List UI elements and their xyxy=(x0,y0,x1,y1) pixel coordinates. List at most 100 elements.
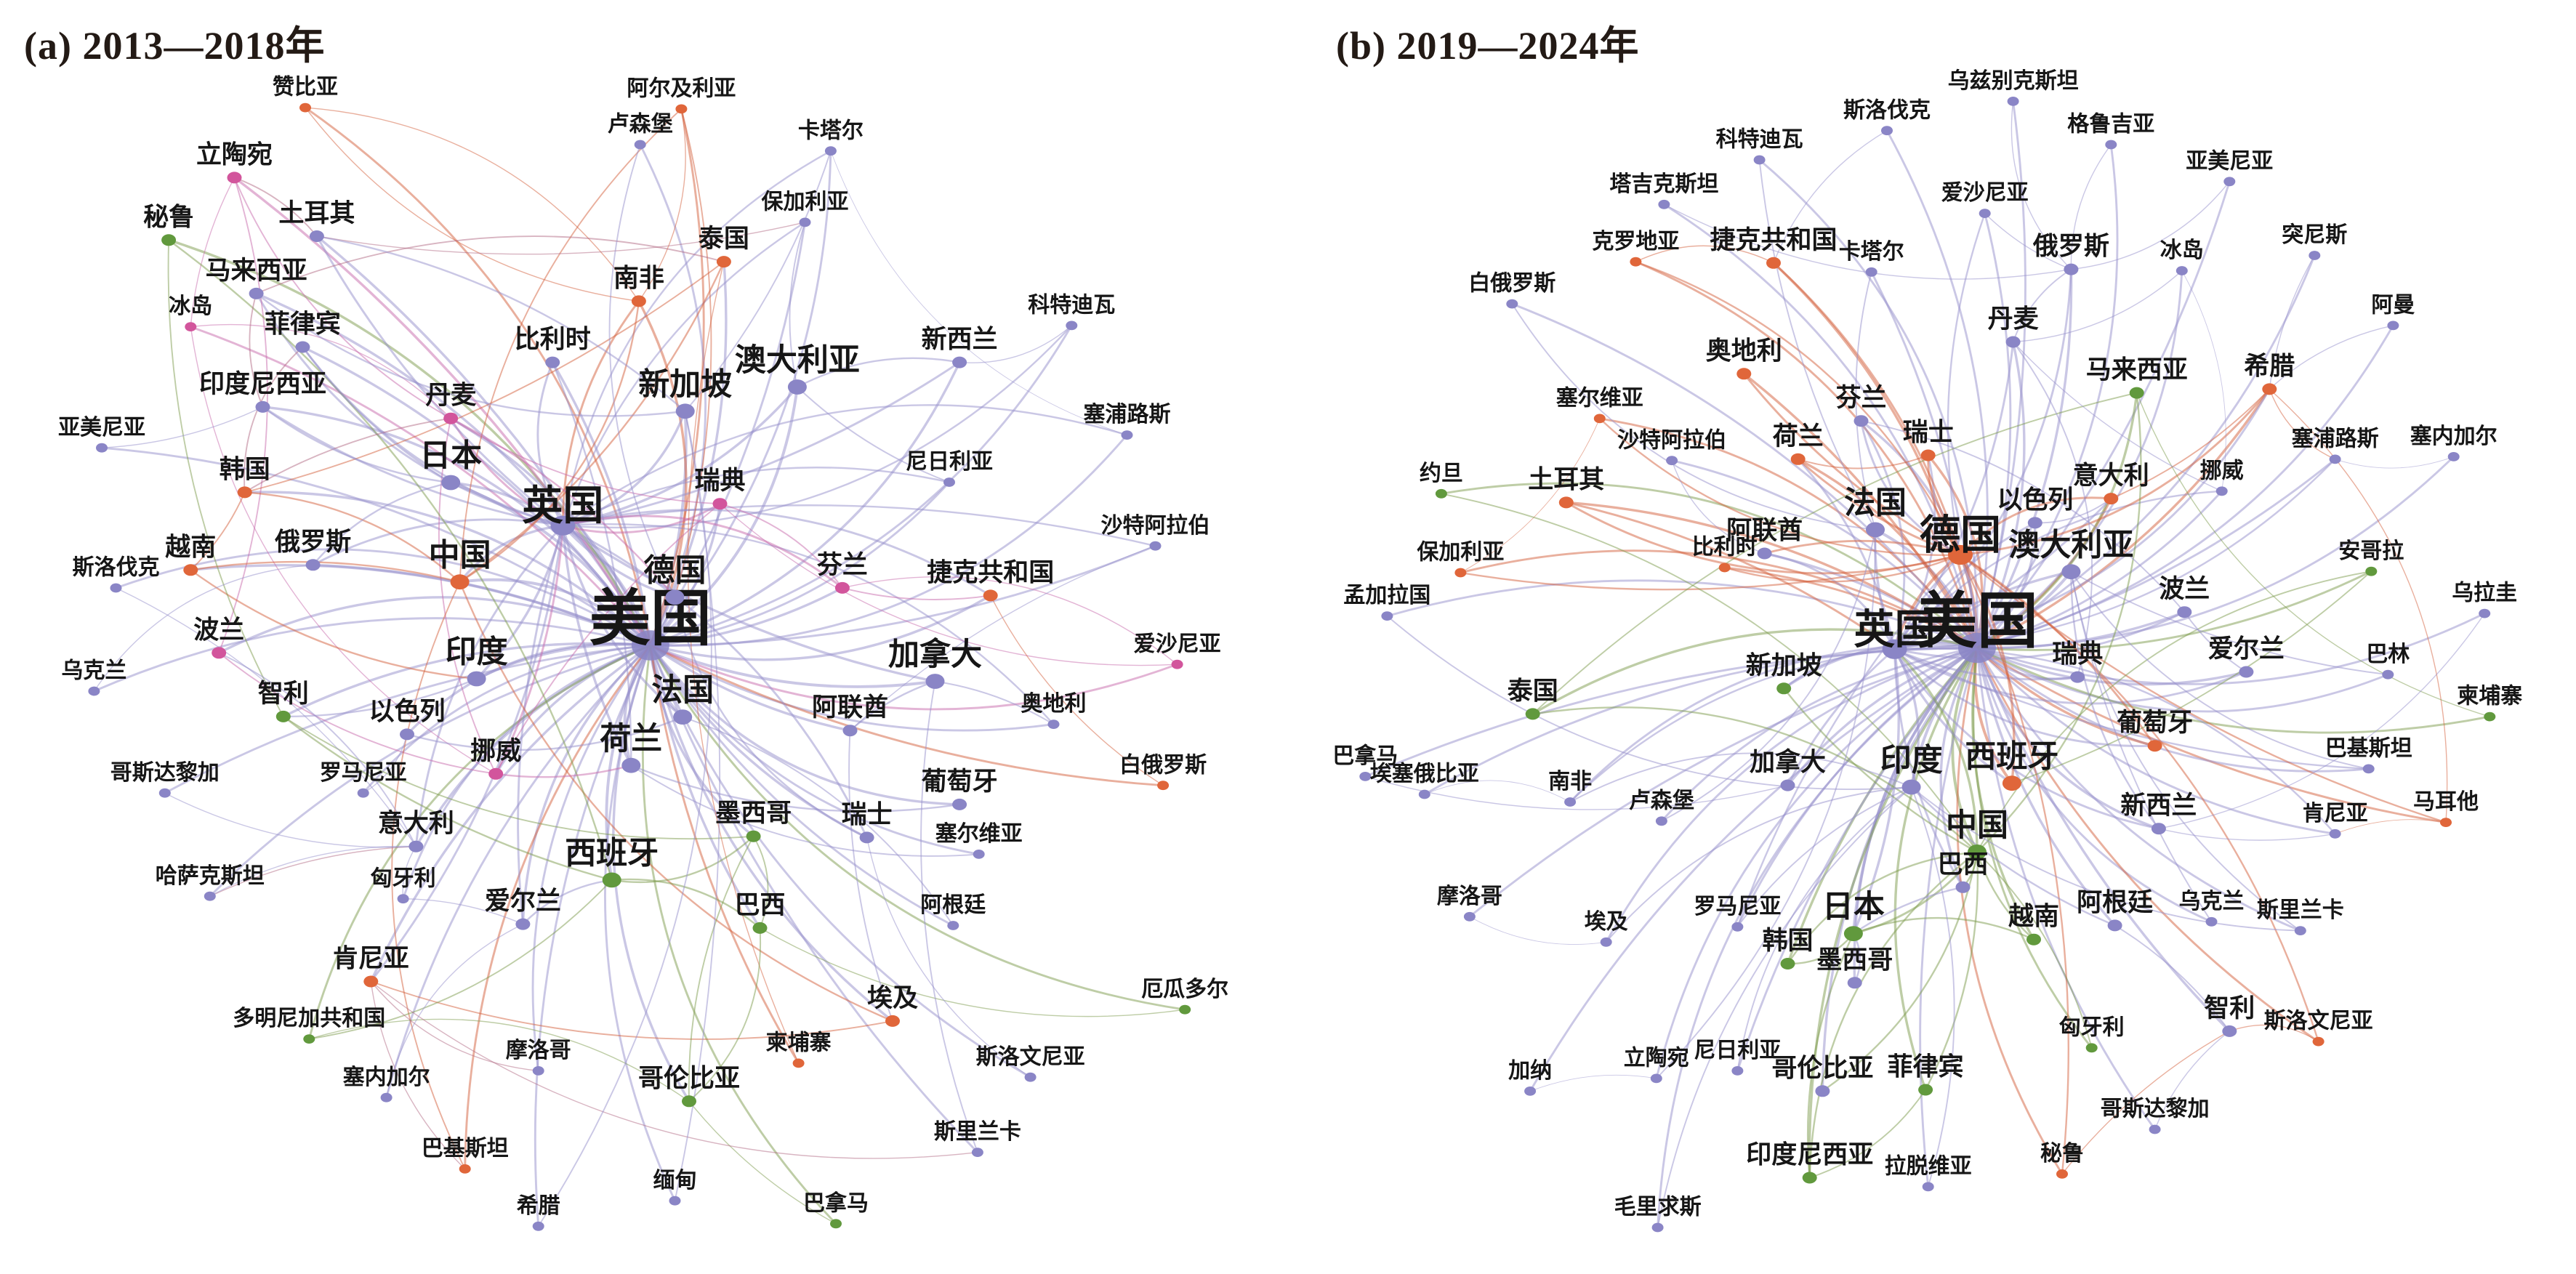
node[interactable] xyxy=(1157,781,1170,791)
node[interactable] xyxy=(1968,844,1987,860)
node[interactable] xyxy=(275,710,291,722)
node[interactable] xyxy=(1454,568,1467,578)
node[interactable] xyxy=(1593,414,1606,424)
node[interactable] xyxy=(309,230,324,242)
node[interactable] xyxy=(2329,828,2341,839)
node[interactable] xyxy=(2007,97,2019,106)
node[interactable] xyxy=(2382,669,2394,680)
node[interactable] xyxy=(2085,1043,2098,1053)
node[interactable] xyxy=(363,975,379,988)
node[interactable] xyxy=(842,725,858,737)
node[interactable] xyxy=(2061,564,2081,580)
node[interactable] xyxy=(357,788,369,798)
node[interactable] xyxy=(1047,719,1060,729)
node[interactable] xyxy=(255,400,270,413)
node[interactable] xyxy=(947,921,959,930)
node[interactable] xyxy=(682,1095,696,1108)
node[interactable] xyxy=(1882,639,1907,659)
node[interactable] xyxy=(1866,522,1885,538)
node[interactable] xyxy=(631,630,669,661)
node[interactable] xyxy=(1121,430,1133,440)
node[interactable] xyxy=(2223,177,2236,187)
node[interactable] xyxy=(397,894,409,904)
node[interactable] xyxy=(2005,336,2021,348)
node[interactable] xyxy=(400,728,414,741)
node[interactable] xyxy=(1958,632,1996,664)
node[interactable] xyxy=(161,234,177,246)
node[interactable] xyxy=(2362,764,2375,774)
node[interactable] xyxy=(1901,779,1921,795)
node[interactable] xyxy=(1802,1172,1817,1184)
node[interactable] xyxy=(925,674,945,689)
node[interactable] xyxy=(952,356,967,368)
node[interactable] xyxy=(1435,488,1447,499)
node[interactable] xyxy=(673,709,693,725)
node[interactable] xyxy=(1847,977,1862,989)
node[interactable] xyxy=(2365,566,2378,576)
node[interactable] xyxy=(450,574,470,590)
node[interactable] xyxy=(96,443,108,453)
node[interactable] xyxy=(408,840,424,852)
node[interactable] xyxy=(1757,547,1772,560)
node[interactable] xyxy=(1718,563,1731,573)
node[interactable] xyxy=(2484,711,2496,722)
node[interactable] xyxy=(602,872,621,888)
node[interactable] xyxy=(1525,708,1540,720)
node[interactable] xyxy=(550,515,576,536)
node[interactable] xyxy=(2239,666,2254,678)
node[interactable] xyxy=(532,1066,544,1076)
node[interactable] xyxy=(1815,1085,1830,1097)
node[interactable] xyxy=(1731,922,1744,932)
node[interactable] xyxy=(1666,456,1678,466)
node[interactable] xyxy=(441,475,461,491)
node[interactable] xyxy=(2177,606,2192,618)
node[interactable] xyxy=(973,850,985,859)
node[interactable] xyxy=(1853,415,1869,427)
node[interactable] xyxy=(2329,454,2341,464)
node[interactable] xyxy=(1776,682,1792,695)
node[interactable] xyxy=(2215,486,2228,496)
node[interactable] xyxy=(2222,1025,2237,1037)
node[interactable] xyxy=(2447,452,2460,461)
node[interactable] xyxy=(545,356,560,368)
node[interactable] xyxy=(1955,881,1971,893)
node[interactable] xyxy=(2440,818,2452,827)
node[interactable] xyxy=(2147,740,2162,752)
node[interactable] xyxy=(1843,926,1863,941)
node[interactable] xyxy=(675,104,688,114)
node[interactable] xyxy=(227,172,242,184)
node[interactable] xyxy=(2151,823,2166,835)
node[interactable] xyxy=(2026,933,2041,946)
node[interactable] xyxy=(787,379,807,395)
node[interactable] xyxy=(1948,544,1973,565)
node[interactable] xyxy=(2056,1169,2068,1179)
node[interactable] xyxy=(665,589,685,605)
node[interactable] xyxy=(621,757,641,773)
node[interactable] xyxy=(1524,1086,1537,1096)
node[interactable] xyxy=(971,1148,983,1157)
node[interactable] xyxy=(212,647,227,659)
node[interactable] xyxy=(634,140,646,150)
node[interactable] xyxy=(1506,299,1518,309)
node[interactable] xyxy=(1418,789,1430,799)
node[interactable] xyxy=(2002,775,2021,791)
node[interactable] xyxy=(2149,1124,2161,1134)
node[interactable] xyxy=(185,322,197,331)
node[interactable] xyxy=(532,1221,544,1231)
node[interactable] xyxy=(1658,199,1670,209)
node[interactable] xyxy=(1024,1072,1037,1082)
node[interactable] xyxy=(443,412,459,424)
node[interactable] xyxy=(88,686,100,696)
node[interactable] xyxy=(1600,937,1612,947)
node[interactable] xyxy=(2262,383,2277,395)
node[interactable] xyxy=(943,477,955,487)
node[interactable] xyxy=(1753,155,1766,165)
node[interactable] xyxy=(488,767,504,780)
node[interactable] xyxy=(1780,958,1795,969)
node[interactable] xyxy=(183,564,198,576)
node[interactable] xyxy=(1463,911,1476,922)
node[interactable] xyxy=(1979,209,1991,218)
node[interactable] xyxy=(204,891,216,901)
node[interactable] xyxy=(459,1164,471,1174)
node[interactable] xyxy=(799,217,811,227)
